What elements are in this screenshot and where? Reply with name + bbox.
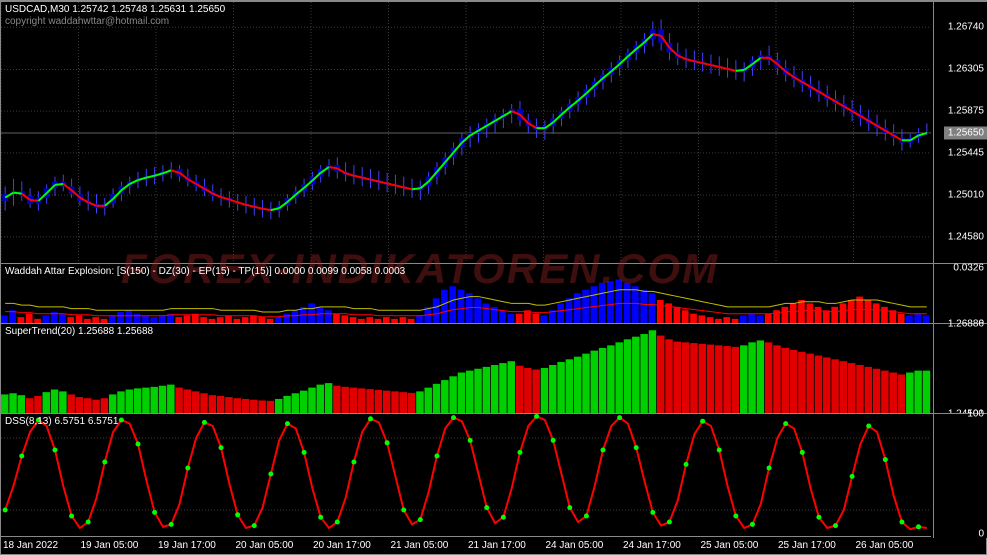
supertrend-panel[interactable]: SuperTrend(20) 1.25688 1.25688 1.245011.… (1, 323, 987, 413)
time-label: 25 Jan 05:00 (699, 537, 777, 554)
copyright-text: copyright waddahwttar@hotmail.com (5, 16, 169, 27)
supertrend-label: SuperTrend(20) 1.25688 1.25688 (5, 326, 153, 337)
time-label: 18 Jan 2022 (1, 537, 79, 554)
time-label: 20 Jan 17:00 (311, 537, 389, 554)
time-label: 25 Jan 17:00 (776, 537, 854, 554)
dss-yaxis: 0100 (933, 414, 987, 538)
time-label: 24 Jan 05:00 (544, 537, 622, 554)
time-axis: 18 Jan 202219 Jan 05:0019 Jan 17:0020 Ja… (1, 536, 931, 554)
time-label: 19 Jan 05:00 (79, 537, 157, 554)
supertrend-yaxis: 1.245011.26886 (933, 324, 987, 413)
dss-panel[interactable]: DSS(8,13) 6.5751 6.5751 0100 (1, 413, 987, 538)
time-label: 24 Jan 17:00 (621, 537, 699, 554)
waddah-label: Waddah Attar Explosion: [S(150) - DZ(30)… (5, 266, 405, 277)
time-label: 21 Jan 17:00 (466, 537, 544, 554)
price-yaxis: 1.245801.250101.254451.258751.263051.267… (933, 2, 987, 263)
time-label: 21 Jan 05:00 (389, 537, 467, 554)
time-label: 26 Jan 05:00 (854, 537, 932, 554)
mt4-chart[interactable]: USDCAD,M30 1.25742 1.25748 1.25631 1.256… (0, 0, 987, 555)
waddah-panel[interactable]: Waddah Attar Explosion: [S(150) - DZ(30)… (1, 263, 987, 323)
waddah-yaxis: 00.0326 (933, 264, 987, 323)
price-panel[interactable]: USDCAD,M30 1.25742 1.25748 1.25631 1.256… (1, 1, 987, 263)
time-label: 19 Jan 17:00 (156, 537, 234, 554)
time-label: 20 Jan 05:00 (234, 537, 312, 554)
chart-title: USDCAD,M30 1.25742 1.25748 1.25631 1.256… (5, 4, 225, 15)
dss-label: DSS(8,13) 6.5751 6.5751 (5, 416, 118, 427)
